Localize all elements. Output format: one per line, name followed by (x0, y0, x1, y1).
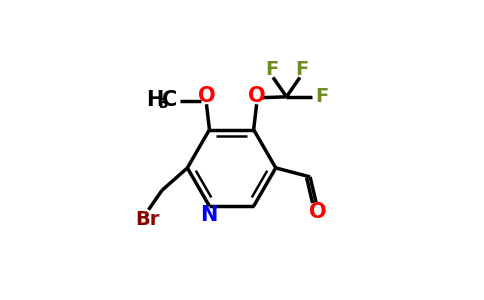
Text: O: O (197, 86, 215, 106)
Text: 3: 3 (158, 97, 167, 111)
Text: F: F (315, 87, 328, 106)
Text: C: C (162, 90, 177, 110)
Text: O: O (309, 202, 326, 222)
Text: N: N (200, 205, 217, 225)
Text: H: H (146, 90, 164, 110)
Text: O: O (248, 86, 266, 106)
Text: F: F (295, 59, 308, 79)
Text: Br: Br (135, 210, 159, 229)
Text: F: F (265, 59, 278, 79)
